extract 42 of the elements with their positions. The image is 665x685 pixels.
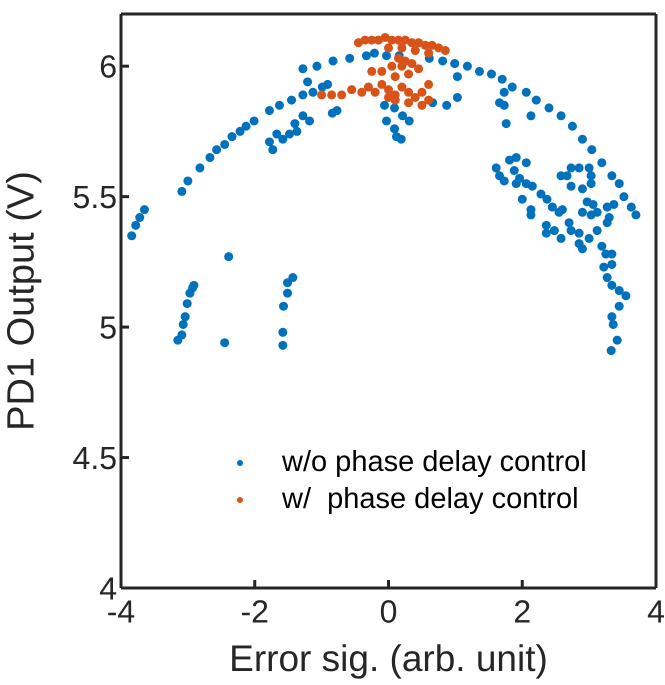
x-tick-label: -2 bbox=[240, 594, 269, 630]
point bbox=[387, 62, 396, 71]
point bbox=[410, 46, 420, 56]
x-tick-label: 0 bbox=[380, 594, 398, 630]
point bbox=[407, 59, 416, 68]
point bbox=[410, 92, 420, 102]
y-tick-label: 5.5 bbox=[72, 178, 117, 215]
point bbox=[404, 88, 414, 97]
y-tick-label: 5 bbox=[99, 309, 117, 346]
point bbox=[397, 82, 406, 92]
point bbox=[417, 88, 426, 97]
point bbox=[390, 72, 400, 82]
point bbox=[404, 70, 414, 79]
point bbox=[397, 43, 406, 52]
point bbox=[424, 96, 434, 105]
point bbox=[440, 46, 450, 56]
point bbox=[414, 64, 424, 74]
point bbox=[377, 80, 386, 89]
x-tick-label: 2 bbox=[513, 594, 532, 630]
point bbox=[364, 82, 373, 92]
point bbox=[417, 100, 426, 110]
point bbox=[370, 88, 380, 97]
point bbox=[384, 43, 394, 52]
point bbox=[404, 98, 414, 108]
point bbox=[347, 85, 356, 94]
point bbox=[384, 85, 394, 94]
legend-label: w/ phase delay control bbox=[282, 483, 579, 516]
y-axis-title: PD1 Output (V) bbox=[0, 171, 42, 431]
legend-label: w/o phase delay control bbox=[282, 446, 587, 479]
point bbox=[424, 80, 434, 89]
point bbox=[377, 66, 386, 76]
x-axis-title: Error sig. (arb. unit) bbox=[229, 638, 548, 679]
point bbox=[424, 48, 434, 58]
point bbox=[367, 66, 376, 76]
point bbox=[357, 88, 366, 97]
x-tick-label: 4 bbox=[647, 594, 665, 630]
point bbox=[337, 90, 346, 100]
y-tick-label: 4.5 bbox=[72, 440, 117, 476]
point bbox=[327, 90, 336, 100]
y-tick-label: 6 bbox=[99, 48, 117, 85]
point bbox=[397, 62, 406, 71]
point bbox=[317, 90, 326, 100]
